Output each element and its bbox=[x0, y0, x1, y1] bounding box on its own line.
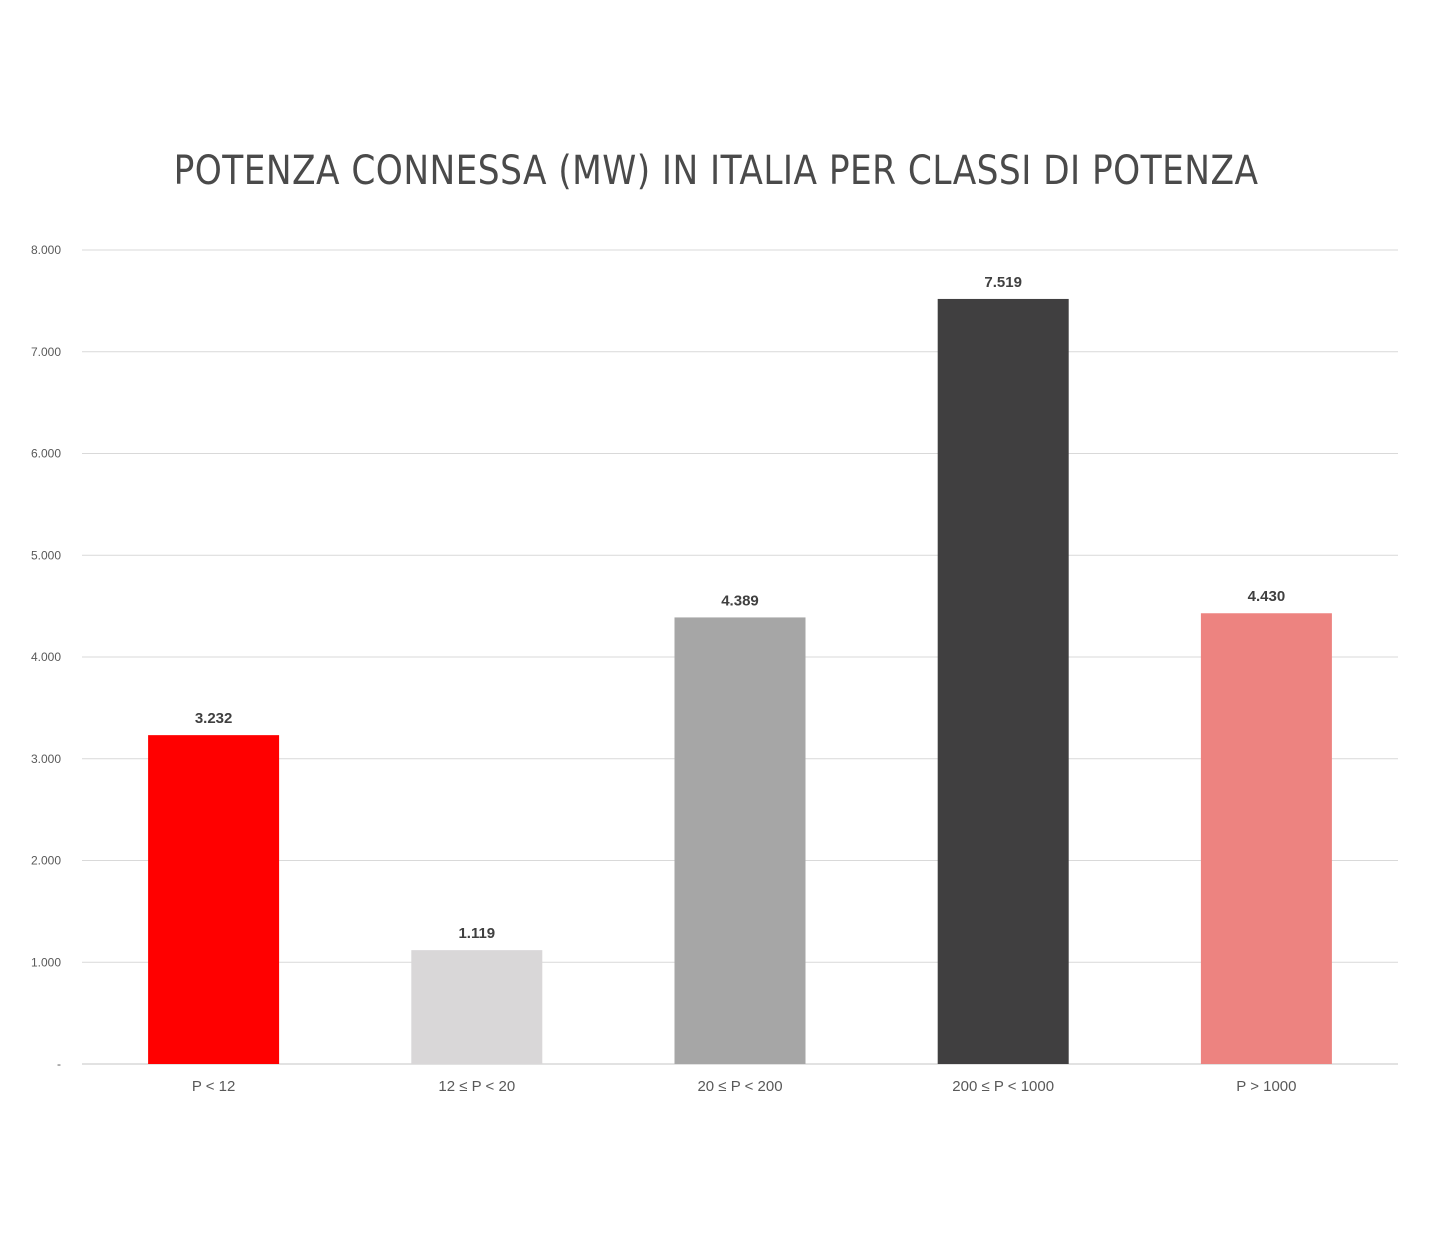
bar bbox=[937, 298, 1069, 1064]
y-tick-label: 8.000 bbox=[31, 243, 61, 257]
x-tick-label: P < 12 bbox=[192, 1078, 236, 1095]
x-tick-label: 20 ≤ P < 200 bbox=[697, 1078, 782, 1095]
x-tick-label: 12 ≤ P < 20 bbox=[438, 1078, 515, 1095]
bars bbox=[148, 298, 1332, 1064]
y-tick-label: 6.000 bbox=[31, 447, 61, 461]
bar bbox=[148, 735, 280, 1064]
x-tick-label: 200 ≤ P < 1000 bbox=[952, 1078, 1054, 1095]
y-tick-label: 2.000 bbox=[31, 854, 61, 868]
y-tick-label: - bbox=[57, 1057, 61, 1071]
y-tick-label: 1.000 bbox=[31, 955, 61, 969]
chart-title: POTENZA CONNESSA (MW) IN ITALIA PER CLAS… bbox=[173, 148, 1259, 194]
data-label: 4.389 bbox=[721, 592, 759, 609]
data-labels: 3.232 1.119 4.389 7.519 4.430 bbox=[195, 274, 1285, 942]
data-label: 4.430 bbox=[1248, 588, 1286, 605]
data-label: 3.232 bbox=[195, 710, 233, 727]
x-axis-ticks: P < 12 12 ≤ P < 20 20 ≤ P < 200 200 ≤ P < 1… bbox=[192, 1078, 1297, 1095]
data-label: 1.119 bbox=[458, 925, 495, 942]
bar bbox=[1200, 613, 1332, 1064]
y-axis-ticks: - 1.000 2.000 3.000 4.000 5.000 6.000 7.000 8.00… bbox=[31, 243, 61, 1071]
y-tick-label: 3.000 bbox=[31, 752, 61, 766]
y-tick-label: 5.000 bbox=[31, 548, 61, 562]
x-tick-label: P > 1000 bbox=[1236, 1078, 1296, 1095]
bar bbox=[674, 617, 806, 1064]
bar bbox=[411, 950, 543, 1064]
y-tick-label: 4.000 bbox=[31, 650, 61, 664]
y-tick-label: 7.000 bbox=[31, 345, 61, 359]
data-label: 7.519 bbox=[984, 274, 1022, 291]
